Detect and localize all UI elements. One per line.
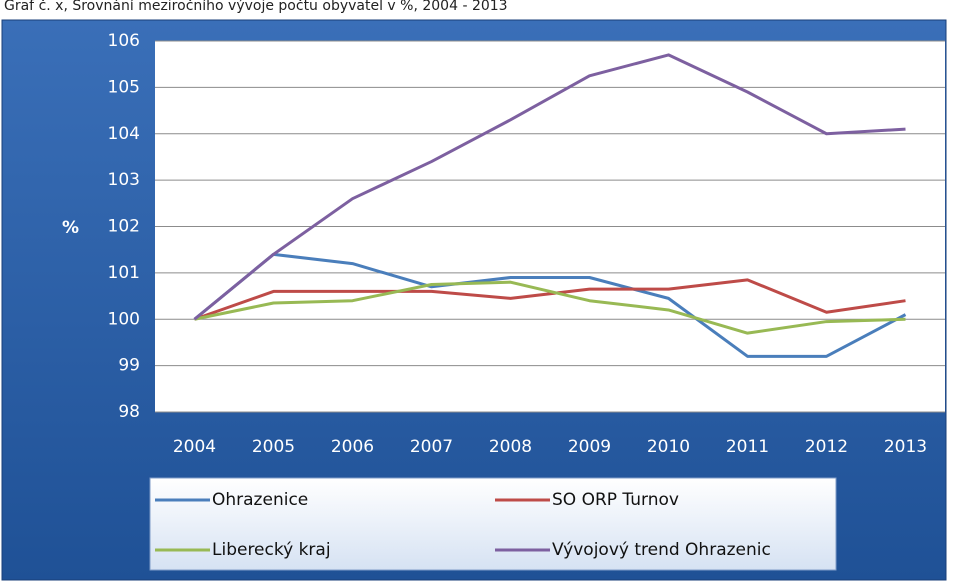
series-line	[193, 53, 906, 321]
x-tick-label: 2010	[647, 437, 690, 457]
x-tick-label: 2007	[410, 437, 453, 457]
chart-title: Graf č. x, Srovnání meziročního vývoje p…	[4, 0, 508, 14]
legend-label: Liberecký kraj	[212, 540, 331, 560]
y-tick-label: 106	[108, 31, 140, 51]
x-tick-label: 2013	[884, 437, 927, 457]
y-tick-label: 98	[118, 402, 140, 422]
x-tick-label: 2011	[726, 437, 769, 457]
x-tick-label: 2004	[173, 437, 216, 457]
x-tick-label: 2012	[805, 437, 848, 457]
x-tick-label: 2006	[331, 437, 374, 457]
x-tick-label: 2008	[489, 437, 532, 457]
y-tick-label: 102	[108, 217, 140, 237]
y-tick-label: 100	[108, 309, 140, 329]
series-line	[194, 278, 906, 321]
y-tick-label: 104	[108, 124, 140, 144]
legend-label: SO ORP Turnov	[552, 490, 679, 510]
legend-label: Ohrazenice	[212, 490, 308, 510]
legend	[149, 477, 837, 571]
y-tick-label: 101	[108, 263, 140, 283]
series-line	[194, 280, 906, 335]
legend-label: Vývojový trend Ohrazenic	[552, 540, 771, 560]
y-tick-label: 105	[108, 77, 140, 97]
x-tick-label: 2009	[568, 437, 611, 457]
y-axis-label: %	[62, 218, 79, 238]
y-tick-label: 99	[118, 356, 140, 376]
legend-entries: Ohrazenice SO ORP Turnov Liberecký kraj Výv…	[155, 490, 771, 560]
series-line	[193, 252, 907, 358]
x-tick-label: 2005	[252, 437, 295, 457]
y-tick-label: 103	[108, 170, 140, 190]
